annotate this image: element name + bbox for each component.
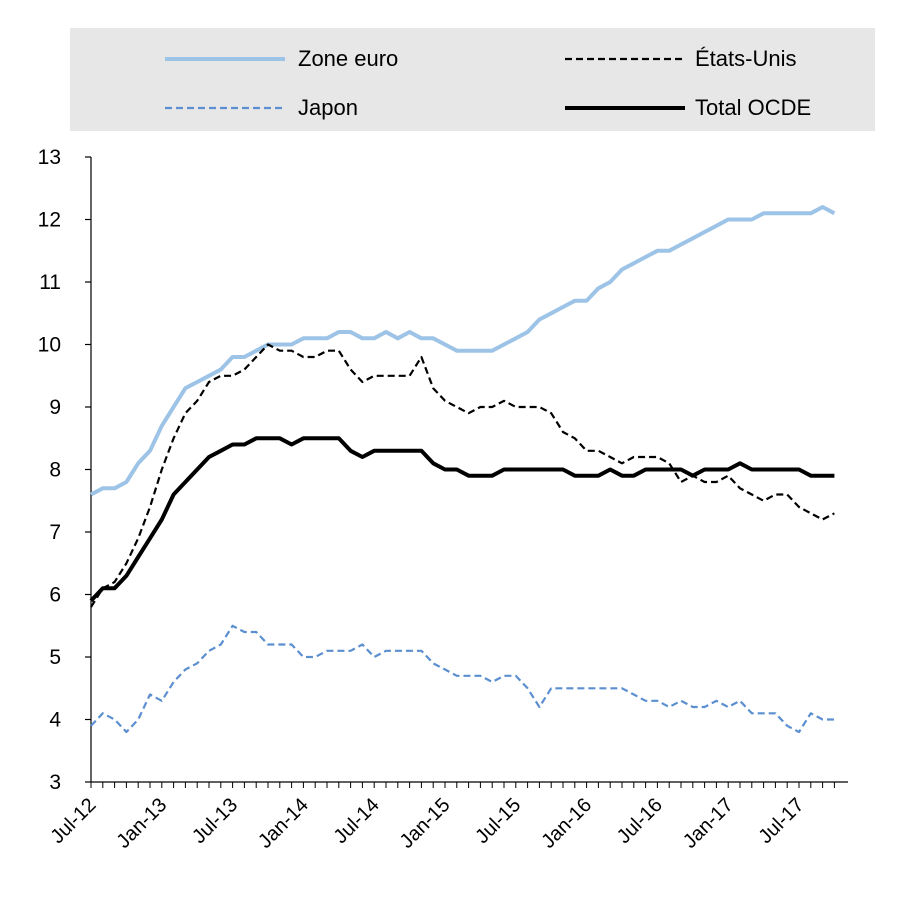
y-tick-label: 8 [49,459,61,482]
x-tick-label: Jan-17 [679,794,738,853]
chart-axes [90,157,848,783]
x-tick-label: Jul-15 [471,794,525,848]
legend-swatch-japon [165,106,285,110]
legend-swatch-total-ocde [565,106,685,110]
y-tick-label: 4 [49,709,61,732]
x-tick-label: Jan-13 [113,794,172,853]
x-tick-label: Jan-14 [254,794,313,853]
x-tick-label: Jul-12 [46,794,100,848]
y-tick-label: 12 [38,209,61,232]
chart-legend: Zone euro États-Unis Japon Total OCDE [70,28,875,131]
x-axis-ticks: Jul-12 Jan-13 Jul-13 Jan-14 Jul-14 Jan-15 Jul-… [46,782,835,853]
x-tick-label: Jul-17 [754,794,808,848]
y-tick-label: 9 [49,396,61,419]
legend-label-zone-euro: Zone euro [298,46,399,71]
y-tick-label: 13 [38,146,61,169]
series-line-etats-unis [90,343,835,608]
y-tick-label: 7 [49,521,61,544]
x-tick-label: Jul-14 [330,794,384,848]
y-axis-ticks: 3 4 5 6 7 8 9 10 11 12 13 [38,146,91,794]
legend-label-japon: Japon [298,95,358,120]
series-line-zone-euro [90,205,836,497]
y-tick-label: 11 [39,271,61,294]
y-tick-label: 10 [38,334,61,357]
series-line-total-ocde [89,436,835,603]
series-line-japon [90,624,835,734]
chart-series [89,205,836,734]
legend-swatch-zone-euro [165,57,285,61]
legend-swatch-etats-unis [565,57,685,61]
x-tick-label: Jul-13 [188,794,242,848]
legend-label-total-ocde: Total OCDE [695,95,812,120]
x-tick-label: Jan-16 [537,794,596,853]
y-tick-label: 3 [49,771,61,794]
x-tick-label: Jan-15 [396,794,455,853]
legend-label-etats-unis: États-Unis [695,46,797,71]
x-tick-label: Jul-16 [613,794,667,848]
y-tick-label: 6 [49,584,61,607]
y-tick-label: 5 [49,646,61,669]
